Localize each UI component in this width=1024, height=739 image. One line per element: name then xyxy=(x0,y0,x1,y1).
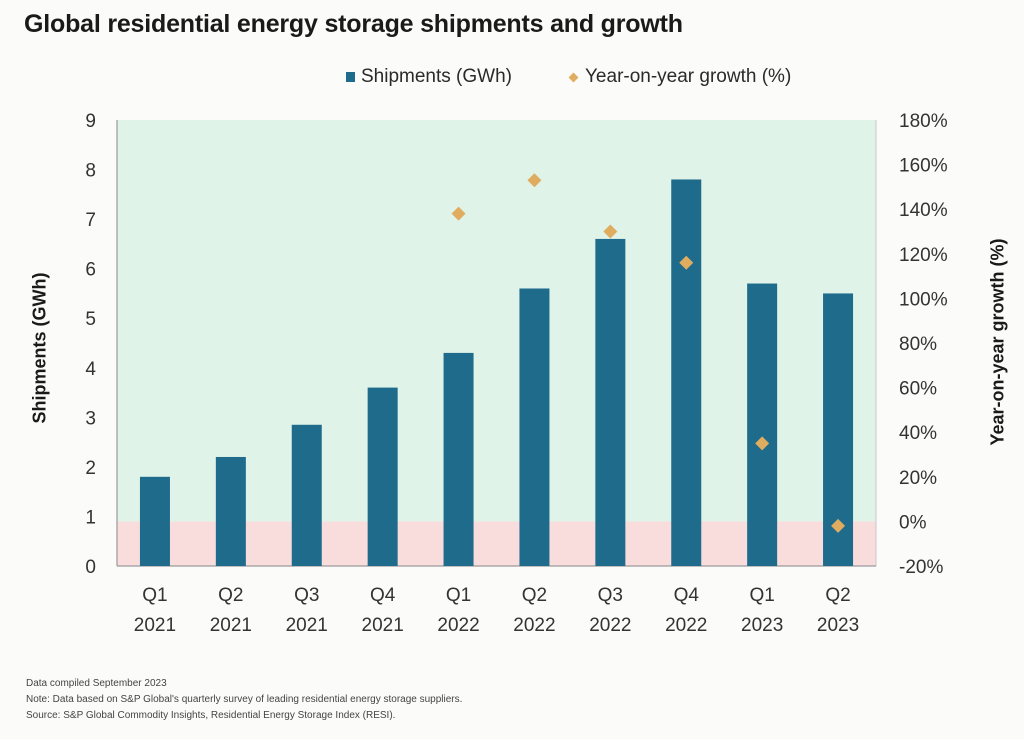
left-tick-label: 0 xyxy=(85,557,96,578)
left-tick-label: 3 xyxy=(85,408,96,429)
growth-marker xyxy=(755,436,770,451)
bar-shipments xyxy=(215,456,246,566)
legend-label-growth: Year-on-year growth (%) xyxy=(585,66,792,87)
x-tick-label-quarter: Q1 xyxy=(749,585,774,606)
bar-shipments xyxy=(595,238,626,566)
right-tick-label: 100% xyxy=(899,289,948,310)
left-tick-label: 7 xyxy=(85,210,96,231)
x-tick-label-year: 2021 xyxy=(286,615,328,636)
x-tick-label-quarter: Q1 xyxy=(446,585,471,606)
left-tick-label: 6 xyxy=(85,260,96,281)
right-tick-label: 40% xyxy=(899,423,937,444)
right-tick-label: 80% xyxy=(899,334,937,355)
footnote-source: Source: S&P Global Commodity Insights, R… xyxy=(26,710,396,721)
right-tick-label: 0% xyxy=(899,512,927,533)
left-tick-label: 1 xyxy=(85,507,96,528)
x-tick-label-year: 2021 xyxy=(362,615,404,636)
right-tick-label: 120% xyxy=(899,245,948,266)
legend-item-shipments: Shipments (GWh) xyxy=(346,66,512,88)
footnote-note: Note: Data based on S&P Global's quarter… xyxy=(26,694,463,705)
right-tick-label: 160% xyxy=(899,156,948,177)
x-tick-label-quarter: Q2 xyxy=(218,585,243,606)
x-tick-label-year: 2022 xyxy=(513,615,555,636)
legend: Shipments (GWh) Year-on-year growth (%) xyxy=(0,66,1024,96)
left-tick-label: 5 xyxy=(85,309,96,330)
right-tick-label: 60% xyxy=(899,379,937,400)
footnotes: Data compiled September 2023 Note: Data … xyxy=(26,676,462,724)
right-tick-label: -20% xyxy=(899,557,943,578)
bar-shipments xyxy=(139,476,170,566)
chart-title: Global residential energy storage shipme… xyxy=(24,10,683,38)
bar-shipments xyxy=(291,424,322,566)
left-axis-title: Shipments (GWh) xyxy=(29,272,50,424)
x-tick-label-quarter: Q2 xyxy=(825,585,850,606)
right-tick-label: 180% xyxy=(899,111,948,132)
bar-shipments xyxy=(519,288,550,566)
x-tick-label-quarter: Q3 xyxy=(598,585,623,606)
bar-swatch-icon xyxy=(346,72,355,82)
right-axis-title: Year-on-year growth (%) xyxy=(987,238,1008,446)
x-tick-label-year: 2021 xyxy=(210,615,252,636)
growth-marker xyxy=(679,255,694,270)
bars-group xyxy=(139,179,854,566)
x-tick-label-quarter: Q2 xyxy=(522,585,547,606)
x-tick-label-quarter: Q4 xyxy=(370,585,396,606)
growth-markers-group xyxy=(451,173,846,533)
x-tick-label-year: 2023 xyxy=(741,615,783,636)
growth-marker xyxy=(603,224,618,239)
left-tick-label: 2 xyxy=(85,458,96,479)
growth-marker xyxy=(527,173,542,188)
right-tick-label: 140% xyxy=(899,200,948,221)
x-tick-label-quarter: Q3 xyxy=(294,585,319,606)
x-tick-label-year: 2022 xyxy=(589,615,631,636)
left-tick-label: 8 xyxy=(85,161,96,182)
right-tick-label: 20% xyxy=(899,468,937,489)
x-tick-label-year: 2022 xyxy=(665,615,707,636)
bar-shipments xyxy=(367,387,398,566)
right-axis-ticks: -20% 0% 20% 40% 60% 80% 100% 120% 140% 160% 180% xyxy=(899,111,948,578)
x-tick-label-quarter: Q4 xyxy=(674,585,700,606)
x-tick-label-quarter: Q1 xyxy=(142,585,167,606)
legend-item-growth: Year-on-year growth (%) xyxy=(568,66,792,88)
x-tick-label-year: 2021 xyxy=(134,615,176,636)
legend-label-shipments: Shipments (GWh) xyxy=(361,66,512,87)
bar-shipments xyxy=(671,179,702,566)
growth-marker xyxy=(831,518,846,533)
left-axis-ticks: 0 1 2 3 4 5 6 7 8 9 xyxy=(85,111,96,578)
x-axis-ticks: Q1 2021 Q2 2021 Q3 2021 Q4 2021 Q1 2022 Q2 2022 Q3 20… xyxy=(134,585,859,636)
left-tick-label: 4 xyxy=(85,359,96,380)
footnote-compiled: Data compiled September 2023 xyxy=(26,678,167,689)
x-tick-label-year: 2023 xyxy=(817,615,859,636)
bar-shipments xyxy=(747,283,778,566)
growth-marker xyxy=(451,206,466,221)
bar-shipments xyxy=(443,352,474,566)
left-tick-label: 9 xyxy=(85,111,96,132)
x-tick-label-year: 2022 xyxy=(437,615,479,636)
